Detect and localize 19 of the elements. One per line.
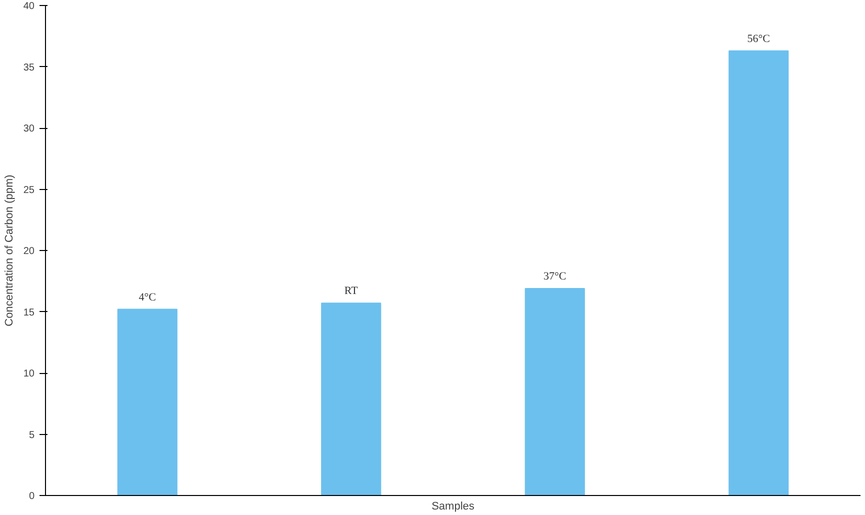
bar <box>524 288 585 496</box>
y-tick-label: 25 <box>23 184 35 196</box>
x-tick-label: 56°C <box>747 32 770 45</box>
x-tick-label: 37°C <box>544 270 566 282</box>
y-tick-label: 15 <box>23 307 35 318</box>
bar <box>117 308 178 496</box>
bar <box>728 50 789 496</box>
x-axis-title: Samples <box>432 500 475 512</box>
y-axis-title: Concentration of Carbon (ppm) <box>3 174 16 326</box>
y-tick-label: 30 <box>23 124 35 134</box>
y-tick-label: 35 <box>23 62 35 74</box>
y-tick-label: 10 <box>23 368 35 380</box>
x-tick-label: RT <box>344 285 358 298</box>
y-tick-label: 0 <box>28 491 35 502</box>
bar <box>321 302 382 496</box>
y-tick-label: 5 <box>28 430 35 441</box>
y-tick-label: 40 <box>23 1 35 12</box>
y-tick-label: 20 <box>23 246 35 257</box>
x-tick-label: 4°C <box>138 291 156 304</box>
